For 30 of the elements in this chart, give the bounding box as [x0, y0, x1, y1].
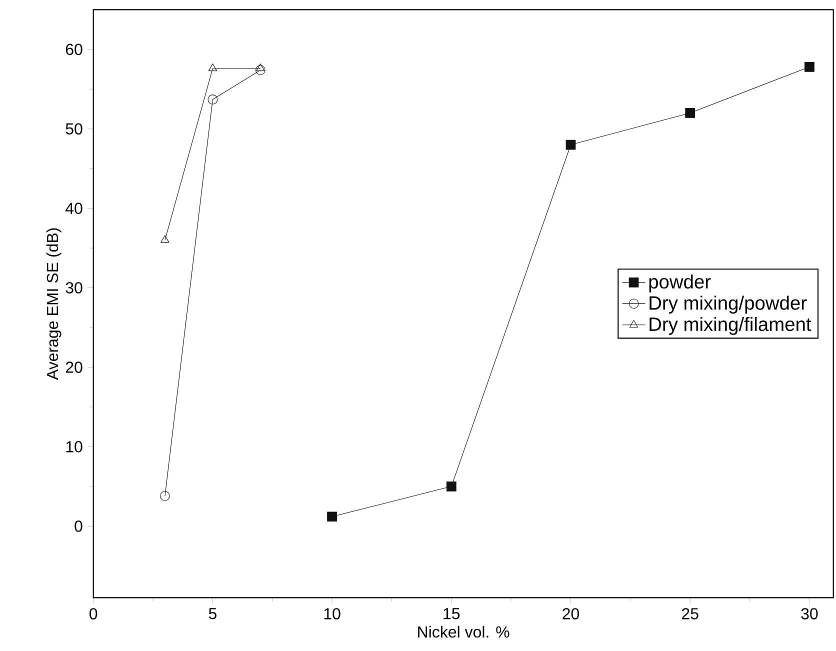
x-tick-label: 10: [324, 608, 340, 620]
point: [685, 108, 696, 118]
y-tick-label: 50: [66, 123, 82, 135]
legend-label: powder: [649, 274, 711, 292]
x-tick-label: 20: [562, 608, 580, 620]
point: [255, 65, 266, 75]
y-tick-label: 30: [66, 282, 82, 294]
y-axis-title: Average EMI SE (dB): [46, 228, 62, 380]
y-tick-label: 20: [66, 362, 82, 373]
point: [804, 62, 814, 72]
x-tick-label: 25: [682, 608, 698, 620]
point: [446, 481, 456, 492]
x-tick-label: 5: [208, 608, 216, 620]
point: [160, 235, 170, 243]
x-axis-title: Nickel vol. %: [418, 626, 510, 638]
x-tick-label: 30: [801, 608, 818, 620]
point: [327, 512, 337, 522]
y-tick-label: 40: [66, 202, 82, 214]
point: [208, 94, 218, 104]
point: [566, 140, 576, 150]
x-tick-label: 15: [444, 608, 460, 620]
point: [256, 64, 265, 72]
y-tick-label: 60: [66, 44, 82, 56]
x-tick-label: 0: [90, 608, 98, 620]
legend-label: Dry mixing/powder: [650, 296, 807, 314]
y-tick-label: 10: [66, 441, 82, 452]
point: [160, 491, 170, 501]
y-tick-label: 0: [74, 520, 82, 532]
point: [208, 64, 217, 72]
legend-label: Dry mixing/filament: [650, 316, 812, 335]
